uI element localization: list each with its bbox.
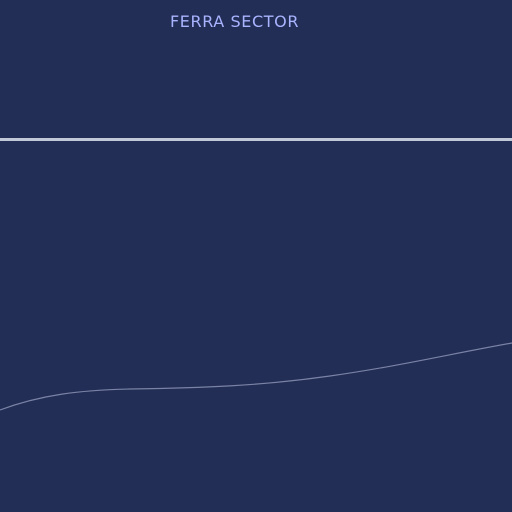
- terrain-ridge-line: [0, 342, 512, 411]
- horizon-line: [0, 138, 512, 141]
- sector-title: FERRA SECTOR: [170, 12, 300, 31]
